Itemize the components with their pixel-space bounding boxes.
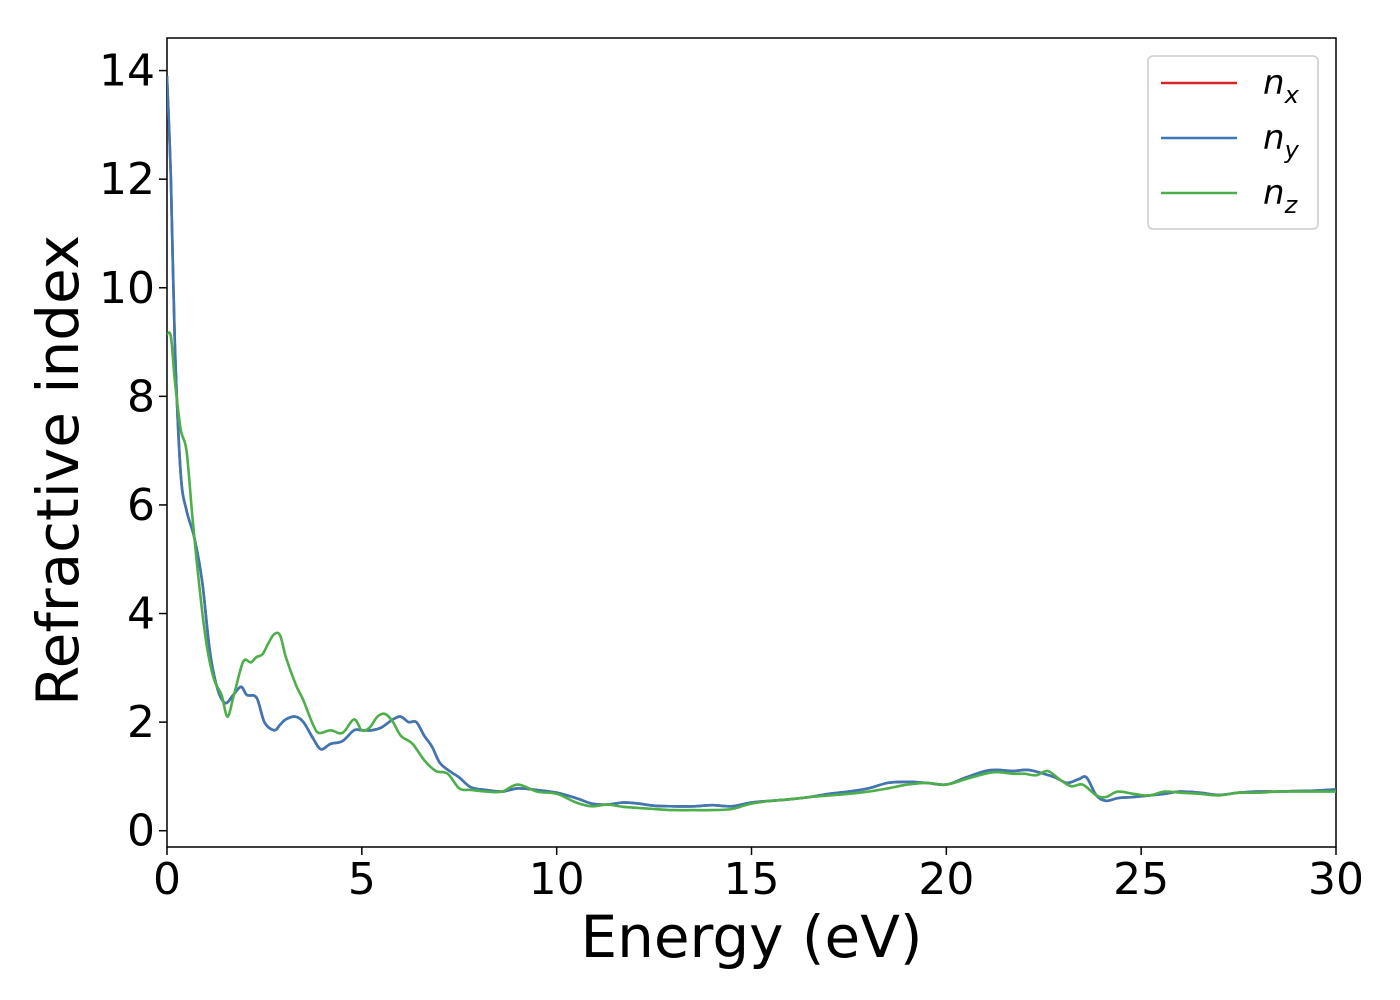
x-tick-label: 30 (1308, 854, 1364, 905)
series-lines (167, 75, 1336, 812)
x-tick-label: 20 (918, 854, 974, 905)
x-tick-label: 0 (153, 854, 181, 905)
x-tick-label: 25 (1113, 854, 1169, 905)
legend-entry-ny: ny (1263, 118, 1300, 164)
legend-entry-nx: nx (1263, 63, 1300, 109)
y-tick-label: 10 (99, 263, 155, 314)
legend-entry-subscript: y (1284, 136, 1300, 164)
legend-entry-subscript: z (1284, 191, 1299, 219)
series-line-ny (167, 75, 1336, 808)
y-tick-label: 4 (127, 589, 155, 640)
legend-entry-symbol: n (1263, 63, 1285, 103)
legend-entry-symbol: n (1263, 118, 1285, 158)
y-axis-ticks: 0 2 4 6 8 10 12 14 (99, 46, 167, 857)
y-tick-label: 14 (99, 46, 155, 97)
series-line-nz (167, 331, 1336, 812)
x-tick-label: 10 (529, 854, 585, 905)
x-tick-label: 15 (724, 854, 780, 905)
legend-entry-symbol: n (1263, 173, 1285, 213)
y-tick-label: 6 (127, 480, 155, 531)
x-axis-ticks: 0 5 10 15 20 25 30 (153, 847, 1364, 905)
legend-entry-nz: nz (1263, 173, 1299, 219)
x-tick-label: 5 (348, 854, 376, 905)
y-tick-label: 8 (127, 371, 155, 422)
y-tick-label: 12 (99, 154, 155, 205)
legend-entry-subscript: x (1284, 81, 1300, 109)
y-axis-label: Refractive index (24, 235, 92, 706)
y-tick-label: 0 (127, 806, 155, 857)
x-axis-label: Energy (eV) (580, 903, 922, 971)
y-tick-label: 2 (127, 697, 155, 748)
legend-box (1147, 55, 1319, 230)
